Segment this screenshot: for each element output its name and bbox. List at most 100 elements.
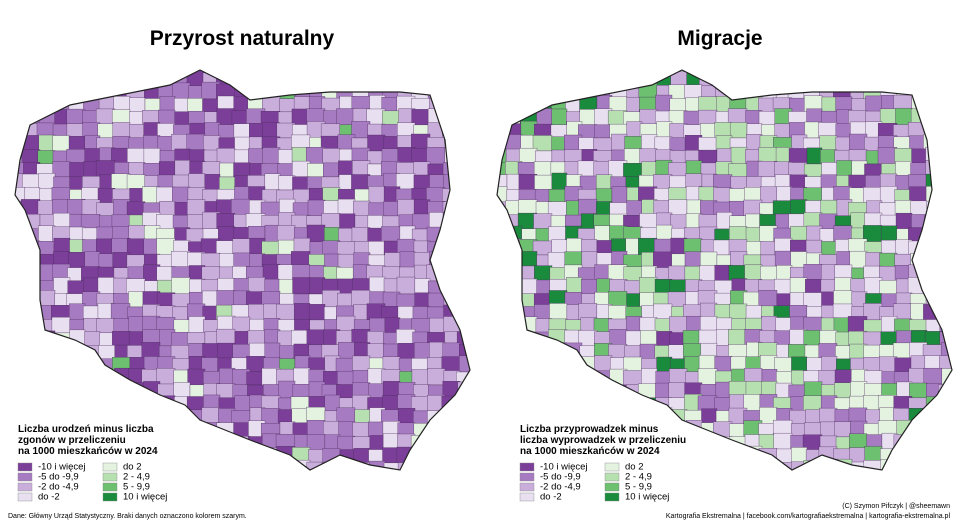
region	[21, 410, 41, 425]
region	[819, 459, 838, 470]
region	[459, 70, 470, 74]
region	[37, 408, 56, 425]
region	[518, 396, 538, 412]
region	[294, 474, 310, 489]
region	[413, 161, 431, 178]
region	[338, 458, 356, 470]
region	[54, 408, 71, 425]
region	[336, 241, 356, 256]
region	[729, 303, 748, 321]
region	[685, 435, 703, 451]
region	[129, 123, 146, 139]
region	[189, 423, 206, 438]
legend-label: do -2	[540, 492, 562, 503]
region	[80, 381, 101, 399]
region	[504, 305, 523, 321]
legend-label: -2 do -4,9	[540, 482, 581, 493]
region	[143, 148, 161, 165]
region	[321, 70, 341, 74]
region	[82, 357, 101, 373]
legend-swatch	[519, 462, 535, 472]
region	[310, 472, 325, 489]
region	[684, 446, 703, 464]
region	[320, 123, 341, 139]
region	[594, 395, 613, 412]
region	[15, 290, 26, 308]
region	[321, 462, 341, 470]
region	[456, 420, 470, 438]
region	[759, 70, 778, 74]
legend-swatch	[17, 472, 33, 482]
legend-swatch	[102, 462, 118, 472]
region	[746, 241, 763, 256]
region	[925, 228, 943, 243]
region	[293, 303, 311, 321]
region	[473, 330, 490, 346]
region	[954, 331, 960, 346]
region	[699, 458, 718, 470]
region	[713, 421, 733, 438]
region	[51, 382, 71, 399]
region	[655, 70, 673, 74]
region	[506, 84, 523, 100]
region	[670, 214, 688, 230]
region	[233, 123, 251, 139]
region	[625, 330, 643, 347]
region	[744, 264, 763, 282]
region	[189, 459, 206, 470]
region	[940, 394, 952, 412]
legend-swatch	[604, 492, 620, 502]
region	[456, 264, 470, 282]
region	[503, 109, 523, 126]
region	[926, 475, 942, 489]
region	[953, 460, 960, 476]
region	[444, 446, 461, 464]
region	[337, 70, 356, 74]
region	[881, 239, 898, 256]
region	[641, 134, 658, 152]
region	[234, 331, 251, 347]
region	[746, 460, 763, 470]
region	[217, 342, 236, 360]
region	[864, 277, 883, 295]
region	[456, 215, 470, 230]
region	[234, 395, 251, 412]
region	[231, 410, 251, 425]
region	[563, 407, 583, 425]
region	[188, 70, 206, 74]
region	[442, 124, 461, 139]
region	[412, 213, 431, 230]
region	[21, 251, 41, 269]
region	[219, 162, 236, 178]
region	[368, 70, 386, 74]
region	[700, 475, 717, 489]
region	[609, 329, 628, 347]
region	[727, 83, 748, 100]
region	[955, 434, 960, 450]
region	[264, 173, 281, 191]
region	[218, 70, 236, 74]
region	[81, 82, 101, 100]
region	[174, 160, 191, 178]
region	[414, 342, 431, 360]
region	[926, 94, 943, 113]
region	[143, 381, 161, 399]
region	[370, 475, 385, 489]
region	[458, 70, 470, 87]
region	[472, 397, 490, 411]
region	[15, 368, 26, 386]
region	[865, 95, 883, 113]
region	[939, 407, 952, 425]
region	[579, 109, 598, 126]
region	[579, 175, 598, 191]
region	[369, 460, 386, 470]
region	[444, 227, 461, 243]
region	[67, 70, 86, 87]
region	[458, 473, 475, 489]
region	[352, 422, 371, 438]
region	[497, 225, 508, 243]
region	[670, 445, 688, 464]
region	[457, 163, 470, 178]
region	[473, 448, 490, 463]
region	[52, 161, 71, 178]
